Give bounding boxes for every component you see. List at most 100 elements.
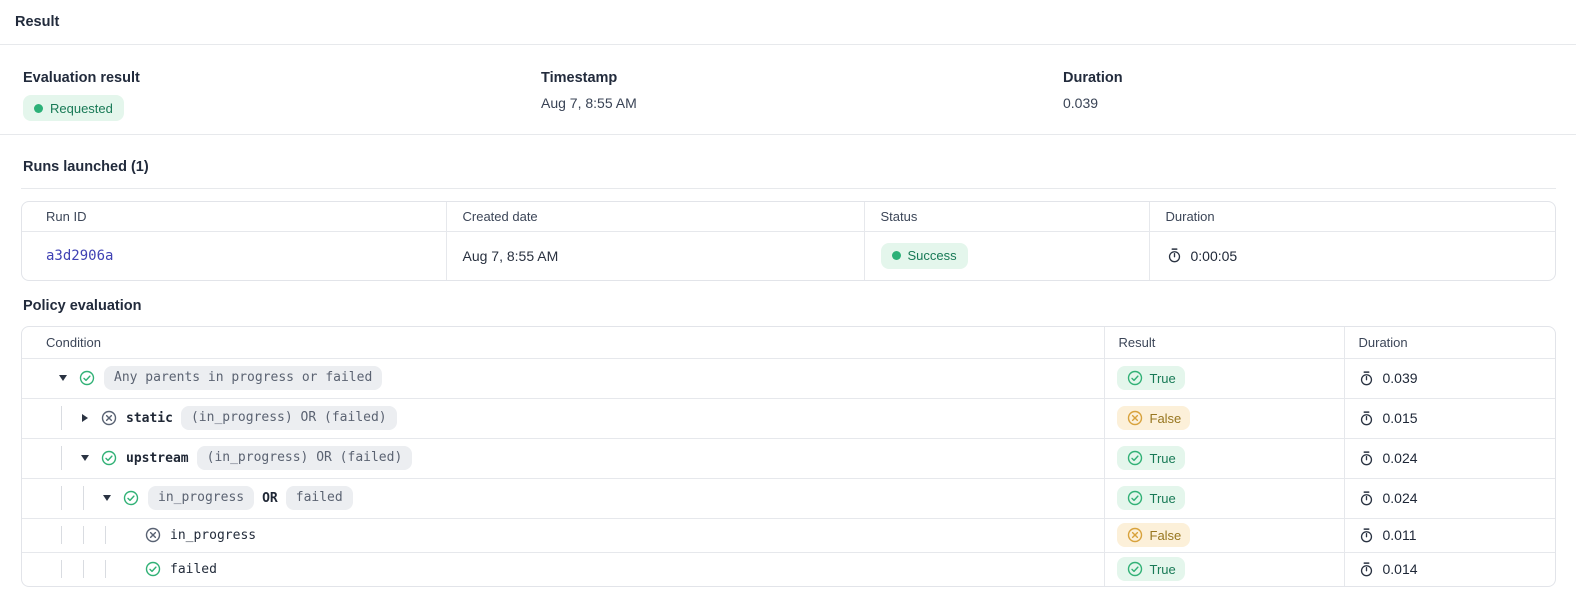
status-dot-icon xyxy=(891,251,901,261)
indent-guide xyxy=(105,560,127,579)
condition-cell: in_progress OR failed xyxy=(22,478,1105,519)
status-cell: Success xyxy=(864,231,1150,280)
condition-content: upstream (in_progress) OR (failed) xyxy=(61,446,1104,470)
policy-evaluation-table: Condition Result Duration Any parents in… xyxy=(22,327,1555,586)
policy-col-result: Result xyxy=(1104,327,1345,359)
condition-cell: Any parents in progress or failed xyxy=(22,358,1105,399)
check-circle-icon xyxy=(1126,449,1144,467)
result-badge-label: True xyxy=(1149,490,1176,506)
runs-table-header-row: Run ID Created date Status Duration xyxy=(22,202,1555,232)
policy-evaluation-heading: Policy evaluation xyxy=(23,298,142,314)
run-id-cell: a3d2906a xyxy=(22,231,447,280)
x-circle-icon xyxy=(100,409,118,427)
condition-duration: 0.014 xyxy=(1358,560,1556,578)
result-badge: True xyxy=(1116,557,1185,582)
check-circle-icon xyxy=(122,489,140,507)
run-duration: 0:00:05 xyxy=(1166,247,1556,265)
indent-guide xyxy=(83,486,105,510)
caret-down-icon[interactable] xyxy=(78,451,92,465)
condition-duration-value: 0.024 xyxy=(1382,450,1418,466)
condition-content: failed xyxy=(61,560,1104,579)
runs-col-duration: Duration xyxy=(1149,202,1555,232)
result-cell: True xyxy=(1104,552,1345,586)
stopwatch-icon xyxy=(1166,247,1184,265)
runs-table: Run ID Created date Status Duration a3d2… xyxy=(22,202,1555,280)
indent-guide xyxy=(83,526,105,544)
condition-duration: 0.024 xyxy=(1358,489,1556,507)
result-cell: False xyxy=(1104,518,1345,553)
caret-down-icon[interactable] xyxy=(56,371,70,385)
duration-value: 0.039 xyxy=(1063,95,1099,111)
runs-table-body: a3d2906a Aug 7, 8:55 AM Success 0:00:05 xyxy=(22,231,1555,280)
stopwatch-icon xyxy=(1358,409,1376,427)
check-circle-icon xyxy=(144,560,162,578)
evaluation-summary: Evaluation result Requested Timestamp Au… xyxy=(0,45,1576,135)
evaluation-result-badge-label: Requested xyxy=(50,100,113,116)
policy-table-body: Any parents in progress or failed True 0.0… xyxy=(22,358,1555,586)
condition-duration-value: 0.024 xyxy=(1382,490,1418,506)
created-date-value: Aug 7, 8:55 AM xyxy=(462,247,559,264)
result-badge-label: False xyxy=(1149,527,1182,543)
condition-pill: in_progress xyxy=(148,486,255,510)
condition-cell: upstream (in_progress) OR (failed) xyxy=(22,438,1105,479)
indent-guide xyxy=(61,486,83,510)
runs-table-row: a3d2906a Aug 7, 8:55 AM Success 0:00:05 xyxy=(22,231,1555,280)
x-circle-icon xyxy=(144,526,162,544)
caret-down-icon[interactable] xyxy=(100,491,114,505)
indent-guide xyxy=(61,526,83,544)
status-badge: Success xyxy=(880,242,968,269)
condition-duration-value: 0.011 xyxy=(1382,527,1417,543)
indent-guide xyxy=(61,560,83,579)
summary-duration: Duration 0.039 xyxy=(1063,70,1123,134)
result-badge: False xyxy=(1116,523,1191,547)
condition-duration-cell: 0.011 xyxy=(1344,518,1555,553)
check-circle-icon xyxy=(1126,489,1144,507)
policy-condition-row: upstream (in_progress) OR (failed) True 0.0… xyxy=(22,438,1556,479)
evaluation-result-label: Evaluation result xyxy=(23,70,140,86)
runs-heading-divider xyxy=(21,188,1556,189)
runs-col-run-id: Run ID xyxy=(22,202,447,232)
summary-timestamp: Timestamp Aug 7, 8:55 AM xyxy=(541,70,1063,134)
main-content: Runs launched (1) Run ID Created date St… xyxy=(0,159,1576,587)
stopwatch-icon xyxy=(1358,449,1376,467)
policy-col-condition: Condition xyxy=(22,327,1105,359)
run-id-link[interactable]: a3d2906a xyxy=(46,248,114,265)
condition-label: failed xyxy=(170,561,217,577)
condition-content: in_progress OR failed xyxy=(61,486,1104,510)
runs-col-created-date: Created date xyxy=(446,202,865,232)
stopwatch-icon xyxy=(1358,369,1376,387)
policy-table-container: Condition Result Duration Any parents in… xyxy=(21,326,1556,587)
x-circle-icon xyxy=(1126,409,1144,427)
caret-spacer xyxy=(122,528,136,542)
x-circle-icon xyxy=(1126,526,1144,544)
created-date-cell: Aug 7, 8:55 AM xyxy=(446,231,865,280)
condition-duration-value: 0.014 xyxy=(1382,561,1418,578)
check-circle-icon xyxy=(1126,369,1144,387)
condition-label: upstream xyxy=(126,450,189,466)
policy-col-duration: Duration xyxy=(1344,327,1555,359)
summary-evaluation-result: Evaluation result Requested xyxy=(23,70,541,134)
indent-guide xyxy=(83,560,105,579)
caret-right-icon[interactable] xyxy=(78,411,92,425)
status-dot-icon xyxy=(34,103,43,113)
indent-guide xyxy=(105,526,127,544)
result-cell: True xyxy=(1104,358,1345,399)
policy-condition-row: Any parents in progress or failed True 0.0… xyxy=(22,358,1556,399)
result-badge: False xyxy=(1116,406,1191,430)
runs-table-container: Run ID Created date Status Duration a3d2… xyxy=(21,201,1556,281)
runs-col-status: Status xyxy=(864,202,1150,232)
evaluation-result-badge: Requested xyxy=(23,95,124,121)
duration-label: Duration xyxy=(1063,70,1123,86)
status-badge-label: Success xyxy=(907,248,957,264)
stopwatch-icon xyxy=(1358,560,1376,578)
panel-title-bar: Result xyxy=(0,0,1576,45)
condition-duration: 0.039 xyxy=(1358,369,1556,387)
condition-duration: 0.024 xyxy=(1358,449,1556,467)
condition-label: OR xyxy=(262,490,278,506)
result-badge-label: True xyxy=(1149,370,1176,386)
result-cell: True xyxy=(1104,438,1345,479)
indent-guide xyxy=(61,406,83,430)
condition-duration-cell: 0.014 xyxy=(1344,552,1555,586)
stopwatch-icon xyxy=(1358,489,1376,507)
check-circle-icon xyxy=(1126,560,1144,578)
